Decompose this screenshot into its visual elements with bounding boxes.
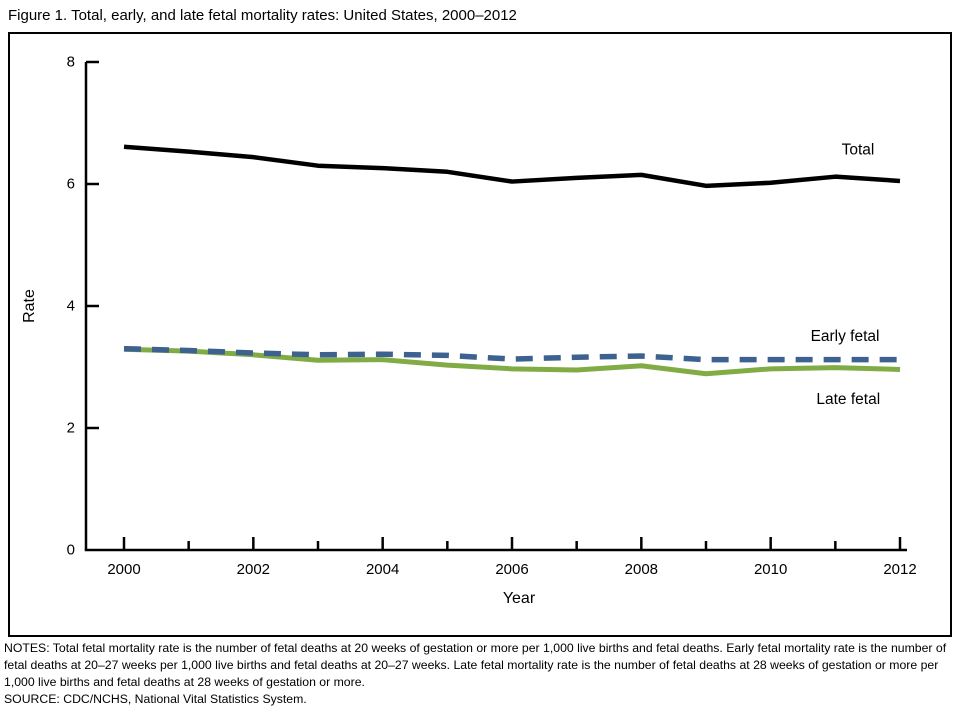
x-tick-label: 2006 bbox=[495, 561, 528, 578]
series-label-late-fetal: Late fetal bbox=[816, 391, 880, 408]
series-lines bbox=[123, 144, 901, 377]
x-axis-title: Year bbox=[503, 590, 536, 607]
figure-title: Figure 1. Total, early, and late fetal m… bbox=[8, 7, 517, 24]
series-label-early-fetal: Early fetal bbox=[811, 328, 880, 345]
x-tick-label: 2002 bbox=[237, 561, 270, 578]
series-line-late-fetal bbox=[123, 346, 901, 377]
x-tick-label: 2010 bbox=[754, 561, 787, 578]
y-tick-label: 6 bbox=[67, 176, 75, 193]
x-tick-label: 2004 bbox=[366, 561, 399, 578]
notes-block: NOTES: Total fetal mortality rate is the… bbox=[4, 640, 952, 708]
y-axis-ticks: 0 2 4 6 8 bbox=[67, 54, 99, 559]
y-tick-label: 0 bbox=[67, 542, 75, 559]
x-tick-label: 2000 bbox=[107, 561, 140, 578]
series-line-early-fetal bbox=[123, 345, 900, 363]
y-tick-label: 8 bbox=[67, 54, 75, 71]
fetal-mortality-line-chart: 0 2 4 6 8 2000 2002 2004 2006 2008 2010 2012 Rate Yea… bbox=[21, 54, 917, 608]
series-label-total: Total bbox=[842, 141, 875, 158]
x-tick-label: 2012 bbox=[883, 561, 916, 578]
y-tick-label: 4 bbox=[67, 298, 75, 315]
series-line-total bbox=[123, 144, 901, 189]
x-axis-ticks: 2000 2002 2004 2006 2008 2010 2012 bbox=[107, 537, 917, 578]
series-labels: Total Early fetal Late fetal bbox=[811, 141, 881, 407]
axes bbox=[84, 62, 907, 552]
figure-source: SOURCE: CDC/NCHS, National Vital Statist… bbox=[4, 692, 307, 706]
figure-notes: NOTES: Total fetal mortality rate is the… bbox=[4, 641, 947, 689]
y-axis-title: Rate bbox=[21, 289, 38, 323]
x-tick-label: 2008 bbox=[625, 561, 658, 578]
chart-frame: 0 2 4 6 8 2000 2002 2004 2006 2008 2010 2012 Rate Yea… bbox=[8, 32, 952, 637]
y-tick-label: 2 bbox=[67, 420, 75, 437]
